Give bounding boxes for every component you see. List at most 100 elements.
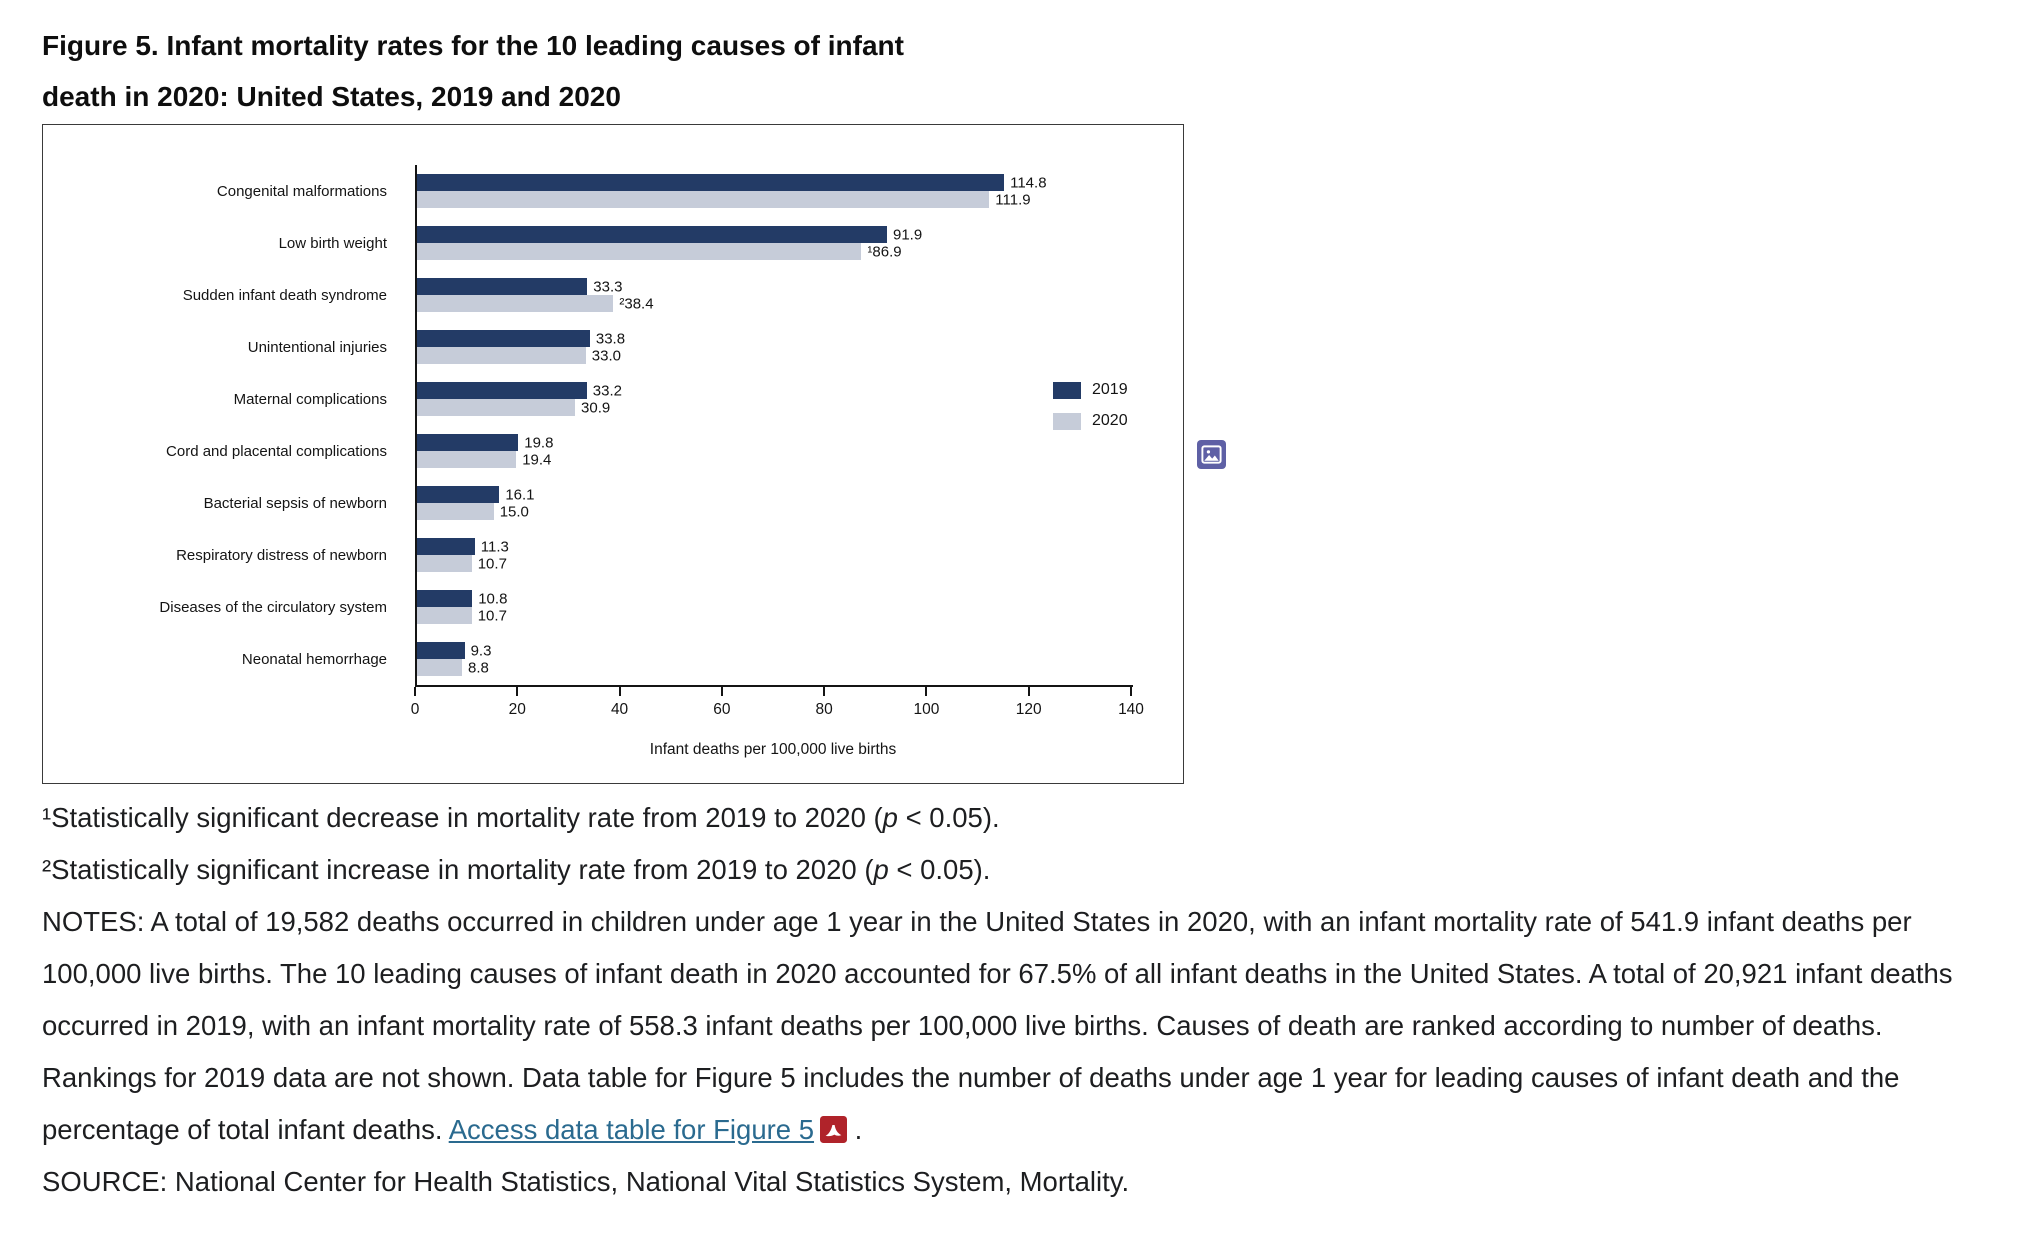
x-tick-label: 0 bbox=[410, 701, 420, 718]
bar-value-label: 19.4 bbox=[522, 451, 552, 468]
category-label: Sudden infant death syndrome bbox=[182, 286, 387, 304]
bar-group: 91.9 ¹86.9 bbox=[417, 217, 1133, 269]
bar-2019: 33.3 bbox=[417, 278, 623, 295]
category-label: Congenital malformations bbox=[216, 182, 387, 200]
bar-2019: 9.3 bbox=[417, 642, 491, 659]
bar-group: 19.8 19.4 bbox=[417, 425, 1133, 477]
bar-value-label: 111.9 bbox=[995, 191, 1031, 208]
bar-2019: 33.2 bbox=[417, 382, 622, 399]
category-label: Cord and placental complications bbox=[166, 442, 387, 460]
source-line: SOURCE: National Center for Health Stati… bbox=[42, 1166, 1130, 1197]
bar-2019: 19.8 bbox=[417, 434, 553, 451]
legend-label-2020: 2020 bbox=[1092, 412, 1128, 429]
category-label: Diseases of the circulatory system bbox=[159, 598, 387, 616]
footnote-1-p: p bbox=[882, 802, 898, 833]
footnote-2: ²Statistically significant increase in m… bbox=[42, 844, 1998, 896]
bar-2020: 33.0 bbox=[417, 347, 621, 364]
bar-2020: 30.9 bbox=[417, 399, 610, 416]
x-tick-label: 20 bbox=[508, 701, 526, 718]
legend-row-2020: 2020 bbox=[1053, 412, 1128, 430]
x-tick-label: 140 bbox=[1118, 701, 1144, 718]
bar-value-label: 33.0 bbox=[591, 347, 621, 364]
figure-title-line1: Figure 5. Infant mortality rates for the… bbox=[42, 30, 904, 61]
bar-value-label: 10.8 bbox=[478, 590, 508, 607]
x-tick-mark bbox=[414, 687, 416, 696]
x-tick-label: 120 bbox=[1015, 701, 1042, 718]
bar-2020: 10.7 bbox=[417, 555, 507, 572]
x-tick-mark bbox=[1130, 687, 1132, 696]
x-axis-title: Infant deaths per 100,000 live births bbox=[649, 741, 897, 758]
bar-value-label: 91.9 bbox=[893, 226, 923, 243]
bar-group: 33.3 ²38.4 bbox=[417, 269, 1133, 321]
bar-value-label: 114.8 bbox=[1010, 174, 1047, 191]
x-tick-label: 80 bbox=[815, 701, 833, 718]
legend-label-2019: 2019 bbox=[1092, 381, 1128, 398]
bar-group: 33.8 33.0 bbox=[417, 321, 1133, 373]
bar-value-label: 8.8 bbox=[468, 659, 489, 676]
x-tick-label: 60 bbox=[713, 701, 731, 718]
bar-value-label: ²38.4 bbox=[619, 295, 654, 312]
footnote-2-post: < 0.05). bbox=[888, 854, 991, 885]
legend-swatch-2019 bbox=[1053, 381, 1081, 399]
bar-2019: 91.9 bbox=[417, 226, 922, 243]
bar-value-label: 15.0 bbox=[499, 503, 529, 520]
figure-title-line2: death in 2020: United States, 2019 and 2… bbox=[42, 81, 621, 112]
pdf-icon[interactable] bbox=[820, 1116, 848, 1143]
category-label: Unintentional injuries bbox=[247, 338, 387, 356]
bar-group: 16.1 15.0 bbox=[417, 477, 1133, 529]
footnote-2-text: ²Statistically significant increase in m… bbox=[42, 854, 874, 885]
x-tick-mark bbox=[720, 687, 723, 696]
bar-2019: 33.8 bbox=[417, 330, 625, 347]
bar-value-label: 33.3 bbox=[593, 278, 623, 295]
bar-group: 33.2 30.9 bbox=[417, 373, 1133, 425]
plot-body: 114.8 111.9 91.9 ¹86.9 33.3 ²38.4 33.8 33.0 33.2… bbox=[415, 165, 1133, 687]
bar-value-label: 10.7 bbox=[477, 555, 507, 572]
category-label: Bacterial sepsis of newborn bbox=[203, 494, 387, 512]
category-label: Neonatal hemorrhage bbox=[241, 650, 387, 668]
x-tick-mark bbox=[1027, 687, 1030, 696]
category-label: Respiratory distress of newborn bbox=[176, 546, 387, 564]
notes-block: ¹Statistically significant decrease in m… bbox=[42, 792, 1998, 1208]
bar-2020: ²38.4 bbox=[417, 295, 654, 312]
x-tick-label: 100 bbox=[913, 701, 940, 718]
legend-swatch-2020 bbox=[1053, 412, 1081, 430]
bar-value-label: 33.8 bbox=[595, 330, 626, 347]
bar-group: 10.8 10.7 bbox=[417, 581, 1133, 633]
image-icon[interactable] bbox=[1197, 440, 1226, 469]
data-table-link[interactable]: Access data table for Figure 5 bbox=[448, 1114, 815, 1145]
bar-value-label: 19.8 bbox=[524, 434, 554, 451]
image-icon-glyph bbox=[1201, 445, 1222, 464]
bar-2020: 15.0 bbox=[417, 503, 529, 520]
x-axis-ticks: 0 20 40 60 80 100 120 140 bbox=[411, 687, 1144, 731]
x-tick-mark bbox=[516, 687, 519, 696]
category-labels: Congenital malformations Low birth weight… bbox=[43, 165, 401, 685]
category-label: Maternal complications bbox=[233, 390, 387, 408]
notes-text: NOTES: A total of 19,582 deaths occurred… bbox=[42, 906, 1953, 1145]
footnote-1-post: < 0.05). bbox=[897, 802, 1000, 833]
bar-2020: 19.4 bbox=[417, 451, 551, 468]
bar-2019: 114.8 bbox=[417, 174, 1047, 191]
bar-value-label: 10.7 bbox=[477, 607, 507, 624]
chart-legend: 2019 2020 bbox=[1053, 381, 1128, 430]
bar-group: 114.8 111.9 bbox=[417, 165, 1133, 217]
footnote-2-p: p bbox=[873, 854, 889, 885]
bar-value-label: 16.1 bbox=[505, 486, 535, 503]
bar-group: 11.3 10.7 bbox=[417, 529, 1133, 581]
footnote-1: ¹Statistically significant decrease in m… bbox=[42, 792, 1998, 844]
chart-figure: Congenital malformations Low birth weight… bbox=[42, 124, 1184, 784]
bar-2020: ¹86.9 bbox=[417, 243, 902, 260]
footnote-1-text: ¹Statistically significant decrease in m… bbox=[42, 802, 883, 833]
bar-value-label: 11.3 bbox=[480, 538, 509, 555]
bar-value-label: 33.2 bbox=[592, 382, 622, 399]
bar-2019: 10.8 bbox=[417, 590, 507, 607]
notes-after-link: . bbox=[847, 1114, 863, 1145]
figure-title: Figure 5. Infant mortality rates for the… bbox=[42, 20, 904, 122]
bar-value-label: 9.3 bbox=[470, 642, 492, 659]
bar-group: 9.3 8.8 bbox=[417, 633, 1133, 685]
category-label: Low birth weight bbox=[278, 234, 387, 252]
bar-value-label: ¹86.9 bbox=[867, 243, 902, 260]
notes-paragraph: NOTES: A total of 19,582 deaths occurred… bbox=[42, 896, 1998, 1156]
bar-2019: 16.1 bbox=[417, 486, 535, 503]
bar-2020: 8.8 bbox=[417, 659, 489, 676]
